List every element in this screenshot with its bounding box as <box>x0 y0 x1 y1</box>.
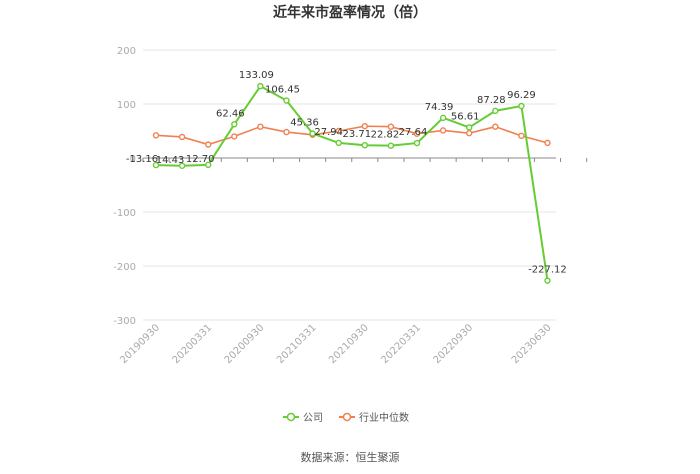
data-label: 106.45 <box>265 85 300 96</box>
data-point <box>361 122 368 130</box>
data-point <box>361 141 368 149</box>
x-tick-label: 20220331 <box>379 322 423 366</box>
data-point <box>231 133 238 140</box>
data-point <box>152 161 160 169</box>
data-label: 22.82 <box>371 130 400 141</box>
data-label: 45.36 <box>290 118 319 129</box>
data-point <box>466 129 473 137</box>
data-label: 23.71 <box>342 129 371 140</box>
series-line-0 <box>155 84 549 281</box>
x-tick-label: 20190930 <box>118 322 162 366</box>
grid-lines <box>143 49 556 321</box>
data-point <box>283 128 290 136</box>
data-point <box>413 130 421 137</box>
chart-title: 近年来市盈率情况（倍） <box>273 4 427 21</box>
data-point <box>518 132 525 140</box>
series-line-1 <box>155 125 548 146</box>
y-tick-label: -200 <box>113 262 136 273</box>
x-tick-label: 20210930 <box>327 322 371 366</box>
data-point <box>335 139 342 147</box>
x-tick-label: 20230630 <box>510 322 554 366</box>
data-point <box>257 82 264 90</box>
data-point <box>492 107 499 115</box>
data-point <box>387 123 395 130</box>
legend[interactable]: 公司 行业中位数 <box>283 411 409 424</box>
legend-label: 行业中位数 <box>359 411 409 424</box>
data-point <box>283 97 290 104</box>
data-point <box>335 127 342 135</box>
y-tick-label: 0 <box>130 154 136 165</box>
data-point <box>544 277 551 284</box>
data-label: 87.28 <box>477 95 506 106</box>
data-label: 27.94 <box>314 127 343 138</box>
data-label: 14.43 <box>156 155 185 166</box>
data-point <box>518 102 525 110</box>
data-point <box>439 114 447 122</box>
y-tick-label: -300 <box>113 316 136 327</box>
legend-item-1[interactable]: 行业中位数 <box>339 411 409 424</box>
data-label: 62.46 <box>216 108 245 119</box>
legend-item-0[interactable]: 公司 <box>283 412 323 424</box>
legend-marker-icon <box>286 412 296 422</box>
data-label: -13.16 <box>126 154 158 165</box>
y-tick-label: 100 <box>117 100 136 111</box>
data-label: -227.12 <box>528 265 567 276</box>
data-point <box>309 130 316 137</box>
x-tick-label: 20200930 <box>223 322 267 366</box>
data-point <box>152 132 160 139</box>
data-point <box>204 141 212 148</box>
y-tick-label: -100 <box>113 208 136 219</box>
data-point <box>413 139 421 147</box>
data-point <box>544 139 551 147</box>
y-axis: 200 100 0 -100 -200 -300 <box>113 46 136 327</box>
source-note: 数据来源：恒生聚源 <box>301 450 400 464</box>
data-point <box>492 123 499 130</box>
legend-label: 公司 <box>303 413 323 424</box>
data-point <box>204 161 212 169</box>
data-label: 12.70 <box>186 154 215 165</box>
data-label: 27.64 <box>399 127 428 138</box>
data-point <box>387 142 395 149</box>
legend-marker-icon <box>342 412 352 422</box>
x-tick-label: 20200331 <box>171 322 215 366</box>
series-group <box>152 82 551 284</box>
data-label: 133.09 <box>239 70 274 81</box>
x-axis: 20190930 20200331 20200930 20210331 20210930… <box>118 158 588 366</box>
x-tick-label: 20210331 <box>275 322 319 366</box>
y-tick-label: 200 <box>117 46 136 57</box>
data-point <box>178 133 186 141</box>
data-label: 96.29 <box>507 90 536 101</box>
data-point <box>178 162 186 169</box>
data-label: 56.61 <box>451 111 480 122</box>
data-point <box>257 123 264 130</box>
data-point <box>439 127 447 134</box>
data-label: 74.39 <box>425 102 454 113</box>
data-point <box>466 124 473 131</box>
x-tick-label: 20220930 <box>432 322 476 366</box>
data-point <box>231 121 238 128</box>
